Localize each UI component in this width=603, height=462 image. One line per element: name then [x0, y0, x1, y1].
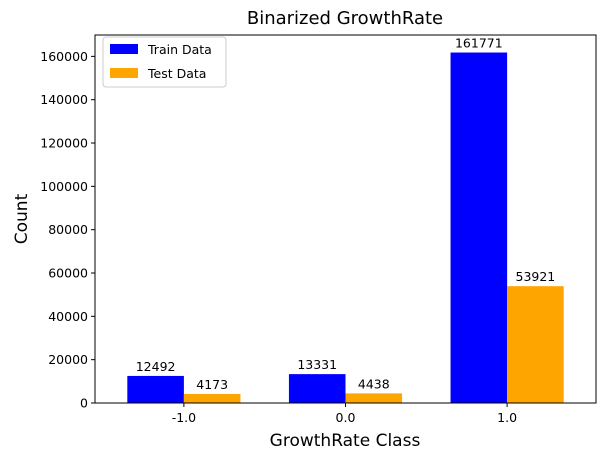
bar-train-1 — [288, 374, 346, 403]
y-tick-label-7: 140000 — [40, 92, 88, 107]
legend-swatch-test — [110, 68, 138, 78]
legend-label-test: Test Data — [147, 66, 206, 81]
data-label-test-2: 53921 — [516, 269, 556, 284]
data-label-train-1: 13331 — [297, 357, 337, 372]
y-tick-label-4: 80000 — [48, 222, 88, 237]
x-axis-label: GrowthRate Class — [270, 431, 421, 451]
y-tick-label-8: 160000 — [40, 49, 88, 64]
y-tick-label-5: 100000 — [40, 179, 88, 194]
legend: Train Data Test Data — [102, 36, 227, 88]
data-label-train-2: 161771 — [455, 36, 503, 51]
x-tick-label-0: -1.0 — [172, 410, 196, 425]
data-label-test-1: 4438 — [358, 376, 390, 391]
y-tick-label-6: 120000 — [40, 136, 88, 151]
data-label-train-0: 12492 — [136, 359, 176, 374]
bar-test-1 — [345, 393, 403, 403]
chart-title: Binarized GrowthRate — [247, 8, 443, 29]
y-tick-label-0: 0 — [80, 396, 88, 411]
bar-test-0 — [183, 393, 241, 403]
y-tick-label-1: 20000 — [48, 352, 88, 367]
y-tick-label-3: 60000 — [48, 266, 88, 281]
y-tick-label-2: 40000 — [48, 309, 88, 324]
y-axis-label: Count — [12, 193, 32, 244]
legend-label-train: Train Data — [147, 42, 212, 57]
data-label-test-0: 4173 — [196, 377, 228, 392]
x-tick-label-2: 1.0 — [497, 410, 517, 425]
x-tick-label-1: 0.0 — [336, 410, 356, 425]
bar-train-0 — [127, 375, 184, 403]
legend-swatch-train — [110, 44, 138, 54]
plot-area: 12492 13331 161771 4173 4438 53921 0 20000 40000… — [40, 34, 597, 425]
bar-train-2 — [450, 52, 508, 403]
bar-test-2 — [507, 286, 564, 403]
